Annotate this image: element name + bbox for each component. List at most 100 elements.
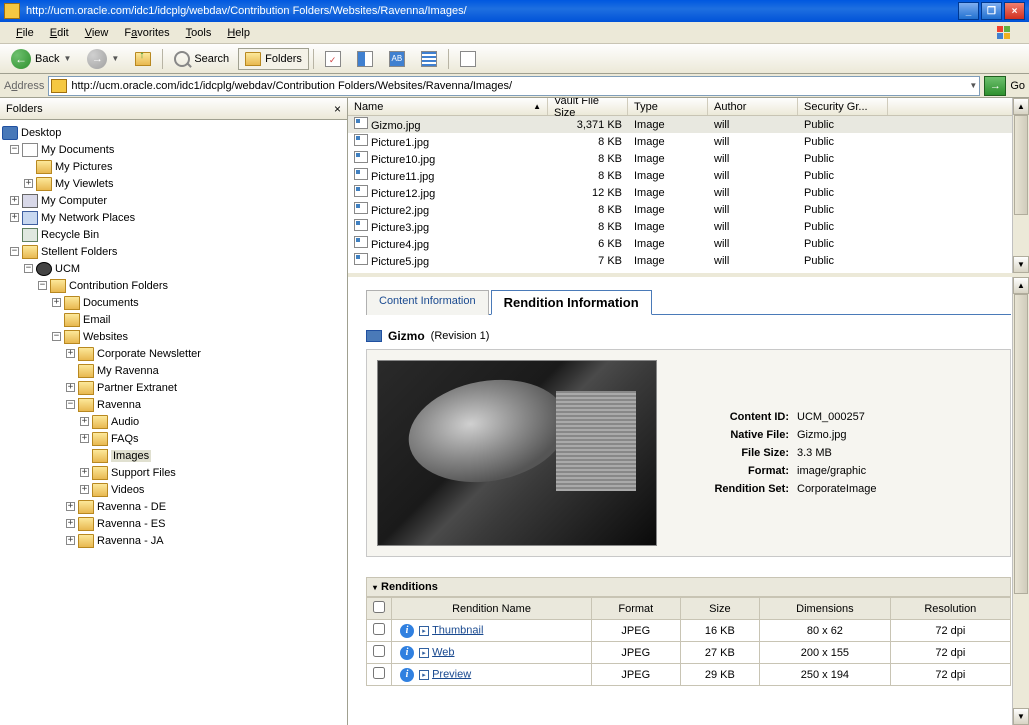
menu-view[interactable]: View <box>77 25 117 41</box>
view-icon-2[interactable] <box>350 48 380 70</box>
go-button[interactable]: → <box>984 76 1006 96</box>
tree-ravja[interactable]: +Ravenna - JA <box>2 532 345 549</box>
item-metadata: Content ID:UCM_000257 Native File:Gizmo.… <box>687 360 1000 546</box>
rend-check[interactable] <box>373 645 385 657</box>
tree-mycomp[interactable]: +My Computer <box>2 192 345 209</box>
tree-faqs[interactable]: +FAQs <box>2 430 345 447</box>
file-row[interactable]: Picture4.jpg6 KBImagewillPublic <box>348 235 1029 252</box>
tree-myrav[interactable]: My Ravenna <box>2 362 345 379</box>
tree-recycle[interactable]: Recycle Bin <box>2 226 345 243</box>
tree-websites[interactable]: −Websites <box>2 328 345 345</box>
close-panel-icon[interactable]: × <box>334 102 341 116</box>
file-row[interactable]: Picture11.jpg8 KBImagewillPublic <box>348 167 1029 184</box>
tree-email[interactable]: Email <box>2 311 345 328</box>
col-name[interactable]: Name▲ <box>348 98 548 115</box>
rend-col-size[interactable]: Size <box>680 598 760 620</box>
windows-logo-icon <box>981 24 1021 42</box>
tree-ucm[interactable]: −UCM <box>2 260 345 277</box>
tree-ravde[interactable]: +Ravenna - DE <box>2 498 345 515</box>
close-button[interactable]: × <box>1004 2 1025 20</box>
address-value: http://ucm.oracle.com/idc1/idcplg/webdav… <box>71 80 512 92</box>
file-list: Name▲ Vault File Size Type Author Securi… <box>348 98 1029 277</box>
file-list-header: Name▲ Vault File Size Type Author Securi… <box>348 98 1029 116</box>
file-row[interactable]: Picture2.jpg8 KBImagewillPublic <box>348 201 1029 218</box>
tree-images[interactable]: Images <box>2 447 345 464</box>
address-dropdown-icon[interactable]: ▼ <box>969 81 977 90</box>
rend-col-res[interactable]: Resolution <box>890 598 1010 620</box>
menu-file[interactable]: File <box>8 25 42 41</box>
tab-content-info[interactable]: Content Information <box>366 290 489 315</box>
info-icon[interactable]: i <box>400 646 414 660</box>
tree-mydocs[interactable]: −My Documents <box>2 141 345 158</box>
view-icon-3[interactable]: AB <box>382 48 412 70</box>
menu-edit[interactable]: Edit <box>42 25 77 41</box>
file-row[interactable]: Picture1.jpg8 KBImagewillPublic <box>348 133 1029 150</box>
minimize-button[interactable]: _ <box>958 2 979 20</box>
window-title: http://ucm.oracle.com/idc1/idcplg/webdav… <box>24 5 958 17</box>
tree-raves[interactable]: +Ravenna - ES <box>2 515 345 532</box>
tree-partner[interactable]: +Partner Extranet <box>2 379 345 396</box>
file-list-scrollbar[interactable]: ▲▼ <box>1012 98 1029 273</box>
rend-check[interactable] <box>373 623 385 635</box>
tree-desktop[interactable]: Desktop <box>2 124 345 141</box>
file-row[interactable]: Picture12.jpg12 KBImagewillPublic <box>348 184 1029 201</box>
renditions-header[interactable]: ▾Renditions <box>366 577 1011 597</box>
file-row[interactable]: Gizmo.jpg3,371 KBImagewillPublic <box>348 116 1029 133</box>
col-sec[interactable]: Security Gr... <box>798 98 888 115</box>
rend-col-name[interactable]: Rendition Name <box>392 598 592 620</box>
tree-audio[interactable]: +Audio <box>2 413 345 430</box>
detail-scrollbar[interactable]: ▲▼ <box>1012 277 1029 725</box>
menu-tools[interactable]: Tools <box>178 25 220 41</box>
menu-favorites[interactable]: Favorites <box>116 25 177 41</box>
col-size[interactable]: Vault File Size <box>548 98 628 115</box>
rendition-link[interactable]: Thumbnail <box>432 624 483 636</box>
tree-netpl[interactable]: +My Network Places <box>2 209 345 226</box>
forward-button[interactable]: →▼ <box>80 48 126 70</box>
search-button[interactable]: Search <box>167 48 236 70</box>
menu-help[interactable]: Help <box>219 25 258 41</box>
col-author[interactable]: Author <box>708 98 798 115</box>
view-icon-1[interactable]: ✓ <box>318 48 348 70</box>
address-label: Address <box>4 80 44 92</box>
tree-corpnews[interactable]: +Corporate Newsletter <box>2 345 345 362</box>
action-icon[interactable]: ▸ <box>419 670 429 680</box>
back-button[interactable]: ←Back▼ <box>4 48 78 70</box>
file-row[interactable]: Picture5.jpg7 KBImagewillPublic <box>348 252 1029 269</box>
tree-myview[interactable]: +My Viewlets <box>2 175 345 192</box>
camera-icon <box>366 330 382 342</box>
tree-mypics[interactable]: My Pictures <box>2 158 345 175</box>
col-type[interactable]: Type <box>628 98 708 115</box>
rend-check[interactable] <box>373 667 385 679</box>
folder-tree: Desktop −My Documents My Pictures +My Vi… <box>0 120 347 725</box>
item-title: Gizmo (Revision 1) <box>366 329 1011 343</box>
up-button[interactable]: ↑ <box>128 48 158 70</box>
tree-ravenna[interactable]: −Ravenna <box>2 396 345 413</box>
view-icon-5[interactable] <box>453 48 483 70</box>
tree-support[interactable]: +Support Files <box>2 464 345 481</box>
tree-stellent[interactable]: −Stellent Folders <box>2 243 345 260</box>
address-field[interactable]: http://ucm.oracle.com/idc1/idcplg/webdav… <box>48 76 980 96</box>
tab-rendition-info[interactable]: Rendition Information <box>491 290 652 315</box>
view-icon-4[interactable] <box>414 48 444 70</box>
rendition-row: i ▸PreviewJPEG29 KB250 x 19472 dpi <box>367 664 1011 686</box>
action-icon[interactable]: ▸ <box>419 648 429 658</box>
file-row[interactable]: Picture10.jpg8 KBImagewillPublic <box>348 150 1029 167</box>
maximize-button[interactable]: ❐ <box>981 2 1002 20</box>
rend-col-format[interactable]: Format <box>592 598 681 620</box>
rend-check-all[interactable] <box>373 601 385 613</box>
folders-button[interactable]: Folders <box>238 48 309 70</box>
rendition-link[interactable]: Web <box>432 646 454 658</box>
folder-icon <box>4 3 20 19</box>
tree-contrib[interactable]: −Contribution Folders <box>2 277 345 294</box>
tree-videos[interactable]: +Videos <box>2 481 345 498</box>
info-icon[interactable]: i <box>400 668 414 682</box>
action-icon[interactable]: ▸ <box>419 626 429 636</box>
rendition-row: i ▸WebJPEG27 KB200 x 15572 dpi <box>367 642 1011 664</box>
file-row[interactable]: Picture3.jpg8 KBImagewillPublic <box>348 218 1029 235</box>
rendition-link[interactable]: Preview <box>432 668 471 680</box>
rendition-row: i ▸ThumbnailJPEG16 KB80 x 6272 dpi <box>367 620 1011 642</box>
item-thumbnail <box>377 360 657 546</box>
info-icon[interactable]: i <box>400 624 414 638</box>
tree-documents[interactable]: +Documents <box>2 294 345 311</box>
rend-col-dim[interactable]: Dimensions <box>760 598 890 620</box>
